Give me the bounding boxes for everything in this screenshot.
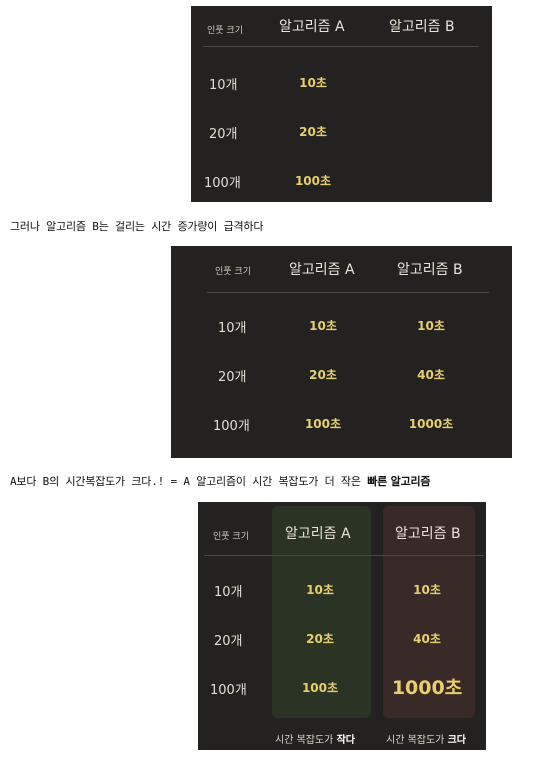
header-input-size: 인풋 크기 bbox=[215, 267, 251, 277]
comparison-table-1: 인풋 크기 알고리즘 A 알고리즘 B 10개 10초 20개 20초 100개… bbox=[191, 6, 492, 202]
row-size-label: 20개 bbox=[214, 634, 243, 649]
footer-bold-text: 크다 bbox=[447, 735, 466, 746]
header-divider bbox=[207, 292, 489, 293]
header-algorithm-a: 알고리즘 A bbox=[285, 526, 351, 542]
header-algorithm-a: 알고리즘 A bbox=[279, 19, 345, 35]
row-size-label: 20개 bbox=[218, 370, 247, 385]
header-input-size: 인풋 크기 bbox=[207, 26, 243, 36]
comparison-table-3: 인풋 크기 알고리즘 A 알고리즘 B 10개 10초 10초 20개 20초 … bbox=[198, 502, 486, 750]
footer-plain-text: 시간 복잡도가 bbox=[275, 735, 337, 746]
header-divider bbox=[204, 555, 484, 556]
header-algorithm-b: 알고리즘 B bbox=[389, 19, 455, 35]
caption-plain-text: A보다 B의 시간복잡도가 크다.! = A 알고리즘이 시간 복잡도가 더 작… bbox=[10, 475, 368, 488]
caption-bold-text: 빠른 알고리즘 bbox=[367, 475, 431, 488]
row-size-label: 100개 bbox=[213, 419, 250, 434]
footer-algorithm-a: 시간 복잡도가 작다 bbox=[275, 731, 355, 746]
algo-a-value: 100초 bbox=[301, 681, 339, 695]
algorithm-b-column-highlight bbox=[383, 506, 475, 718]
caption-complexity-conclusion: A보다 B의 시간복잡도가 크다.! = A 알고리즘이 시간 복잡도가 더 작… bbox=[10, 473, 431, 489]
algo-a-value: 100초 bbox=[294, 174, 332, 188]
algo-b-value: 1000초 bbox=[408, 417, 454, 431]
header-algorithm-b: 알고리즘 B bbox=[395, 526, 461, 542]
row-size-label: 10개 bbox=[209, 78, 238, 93]
algo-b-value: 40초 bbox=[413, 632, 441, 646]
comparison-table-2: 인풋 크기 알고리즘 A 알고리즘 B 10개 10초 10초 20개 20초 … bbox=[171, 246, 512, 458]
algo-a-value: 10초 bbox=[309, 319, 337, 333]
header-algorithm-a: 알고리즘 A bbox=[289, 262, 355, 278]
header-input-size: 인풋 크기 bbox=[213, 532, 249, 542]
footer-plain-text: 시간 복잡도가 bbox=[386, 735, 448, 746]
row-size-label: 20개 bbox=[209, 127, 238, 142]
header-algorithm-b: 알고리즘 B bbox=[397, 262, 463, 278]
algo-a-value: 20초 bbox=[306, 632, 334, 646]
algo-a-value: 100초 bbox=[304, 417, 342, 431]
algo-b-value-emphasized: 1000초 bbox=[391, 677, 463, 699]
algorithm-a-column-highlight bbox=[272, 506, 371, 718]
row-size-label: 10개 bbox=[214, 585, 243, 600]
footer-algorithm-b: 시간 복잡도가 크다 bbox=[386, 731, 466, 746]
algo-a-value: 10초 bbox=[306, 583, 334, 597]
caption-growth-note: 그러나 알고리즘 B는 걸리는 시간 증가량이 급격하다 bbox=[10, 220, 264, 233]
algo-a-value: 20초 bbox=[299, 125, 327, 139]
row-size-label: 100개 bbox=[204, 176, 241, 191]
footer-bold-text: 작다 bbox=[336, 735, 355, 746]
header-divider bbox=[203, 46, 479, 47]
algo-b-value: 10초 bbox=[417, 319, 445, 333]
row-size-label: 100개 bbox=[210, 683, 247, 698]
algo-b-value: 10초 bbox=[413, 583, 441, 597]
algo-a-value: 20초 bbox=[309, 368, 337, 382]
algo-b-value: 40초 bbox=[417, 368, 445, 382]
algo-a-value: 10초 bbox=[299, 76, 327, 90]
row-size-label: 10개 bbox=[218, 321, 247, 336]
